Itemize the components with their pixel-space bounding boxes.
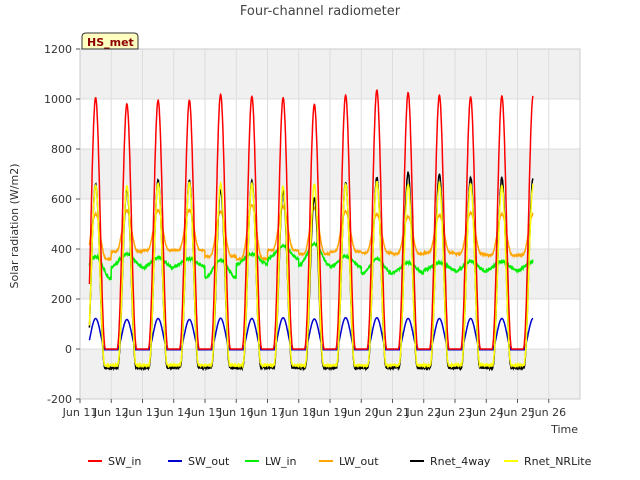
legend-label: Rnet_4way xyxy=(430,455,491,468)
x-tick-label: Jun 19 xyxy=(312,406,348,419)
site-badge: HS_met xyxy=(81,32,139,50)
legend-label: Rnet_NRLite xyxy=(524,455,592,468)
x-tick-label: Jun 18 xyxy=(280,406,316,419)
plot-series-lines xyxy=(88,89,534,372)
x-tick-label: Jun 12 xyxy=(93,406,129,419)
legend-label: SW_out xyxy=(188,455,230,468)
legend-item-sw-out: SW_out xyxy=(168,455,230,468)
y-tick-label: 1000 xyxy=(44,93,72,106)
x-tick-label: Jun 26 xyxy=(530,406,566,419)
x-tick-label: Jun 14 xyxy=(155,406,191,419)
x-tick-label: Jun 23 xyxy=(437,406,473,419)
y-tick-label: 0 xyxy=(65,343,72,356)
y-axis-ticks: -200 0 200 400 600 800 1000 1200 xyxy=(44,43,80,406)
y-tick-label: 600 xyxy=(51,193,72,206)
series-line-sw-in xyxy=(88,89,534,350)
legend-label: SW_in xyxy=(108,455,141,468)
chart-title: Four-channel radiometer xyxy=(240,4,401,19)
y-axis-label: Solar radiation (W/m2) xyxy=(8,163,21,288)
legend-item-rnet-4way: Rnet_4way xyxy=(410,455,491,468)
legend-label: LW_out xyxy=(339,455,379,468)
series-line-sw-out xyxy=(88,317,534,351)
x-tick-label: Jun 15 xyxy=(187,406,223,419)
x-tick-label: Jun 13 xyxy=(124,406,160,419)
legend: SW_in SW_out LW_in LW_out Rnet_4way Rnet_NRLi… xyxy=(88,455,592,468)
series-line-rnet-nrlite xyxy=(88,180,534,370)
x-tick-label: Jun 20 xyxy=(343,406,379,419)
x-tick-label: Jun 24 xyxy=(468,406,504,419)
y-tick-label: 800 xyxy=(51,143,72,156)
legend-item-rnet-nrlite: Rnet_NRLite xyxy=(504,455,592,468)
x-tick-label: Jun 16 xyxy=(218,406,254,419)
y-tick-label: 1200 xyxy=(44,43,72,56)
site-badge-text: HS_met xyxy=(87,36,134,49)
y-tick-label: -200 xyxy=(47,393,72,406)
legend-item-lw-in: LW_in xyxy=(245,455,297,468)
y-tick-label: 400 xyxy=(51,243,72,256)
legend-item-sw-in: SW_in xyxy=(88,455,141,468)
x-axis-label: Time xyxy=(550,423,578,436)
x-tick-label: Jun 22 xyxy=(405,406,441,419)
legend-item-lw-out: LW_out xyxy=(319,455,379,468)
y-tick-label: 200 xyxy=(51,293,72,306)
x-tick-label: Jun 25 xyxy=(499,406,535,419)
x-tick-label: Jun 17 xyxy=(249,406,285,419)
x-tick-label: Jun 21 xyxy=(374,406,410,419)
x-tick-label: Jun 11 xyxy=(62,406,98,419)
legend-label: LW_in xyxy=(265,455,297,468)
site-badge-box xyxy=(81,32,139,50)
